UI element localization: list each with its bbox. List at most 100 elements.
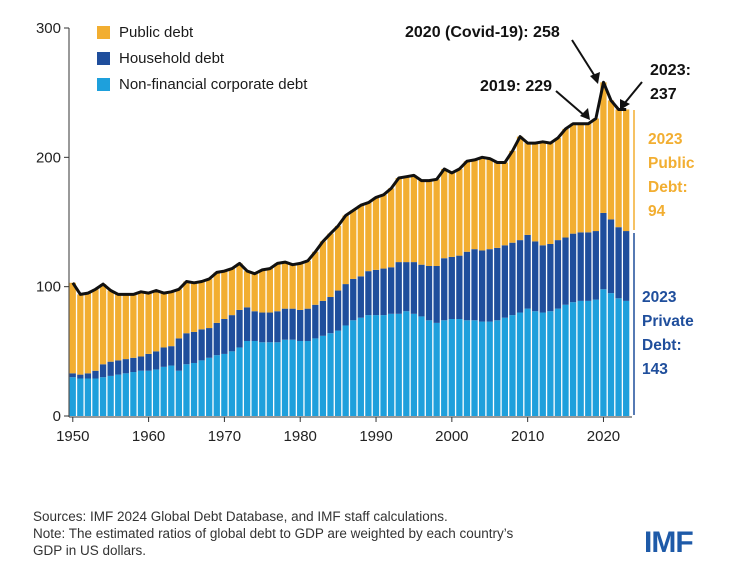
bar-household-debt-2001 [456, 255, 463, 319]
bar-household-debt-2019 [592, 231, 599, 300]
bar-public-debt-2020 [600, 82, 607, 213]
bar-public-debt-2016 [569, 123, 577, 234]
bar-public-debt-1970 [221, 271, 228, 319]
bar-public-debt-1956 [115, 294, 122, 361]
bar-household-debt-2017 [577, 232, 584, 301]
arrow-head-2020 [590, 72, 600, 84]
bar-non-financial-corporate-debt-2003 [471, 320, 478, 416]
bar-public-debt-2005 [486, 158, 493, 250]
imf-logo: IMF [644, 526, 694, 559]
annotation-arrows [555, 39, 643, 120]
y-tick-label: 0 [53, 408, 61, 425]
bar-non-financial-corporate-debt-2013 [547, 311, 554, 416]
bar-non-financial-corporate-debt-1981 [304, 340, 311, 416]
legend-item-public: Public debt [97, 24, 193, 41]
arrow-head-2023 [620, 99, 630, 110]
bar-non-financial-corporate-debt-1983 [319, 335, 327, 416]
bar-non-financial-corporate-debt-2002 [463, 320, 471, 416]
bar-household-debt-1976 [266, 312, 273, 343]
x-tick-label: 2020 [587, 428, 620, 445]
bar-public-debt-2003 [471, 159, 478, 250]
bar-household-debt-1997 [425, 265, 433, 321]
bar-non-financial-corporate-debt-1963 [168, 365, 175, 416]
bar-household-debt-1988 [357, 276, 364, 318]
bar-non-financial-corporate-debt-2001 [456, 319, 463, 416]
bar-public-debt-1999 [441, 168, 448, 259]
public-label-year: 2023 [648, 131, 683, 148]
bar-household-debt-1973 [243, 307, 251, 341]
bar-household-debt-2008 [509, 242, 516, 316]
bar-public-debt-2014 [554, 137, 562, 241]
bar-non-financial-corporate-debt-2011 [532, 311, 539, 416]
bar-public-debt-1981 [304, 260, 311, 309]
arrow-2023 [623, 81, 643, 105]
bar-household-debt-1996 [418, 264, 425, 317]
bar-public-debt-1966 [190, 282, 198, 332]
bar-non-financial-corporate-debt-1967 [198, 360, 205, 416]
bar-non-financial-corporate-debt-1955 [107, 375, 114, 416]
bar-non-financial-corporate-debt-2020 [600, 289, 607, 416]
bar-household-debt-1993 [395, 262, 402, 314]
bar-public-debt-1974 [251, 273, 258, 312]
private-label-debt: Debt: [642, 337, 682, 354]
bar-non-financial-corporate-debt-1980 [297, 340, 304, 416]
bar-public-debt-1955 [107, 290, 114, 362]
bar-household-debt-1982 [312, 304, 319, 339]
bar-non-financial-corporate-debt-1959 [137, 370, 145, 416]
bar-public-debt-1991 [380, 194, 387, 269]
annotation-2023-line1: 2023: [650, 62, 691, 79]
bar-household-debt-2020 [600, 212, 607, 290]
bar-household-debt-1991 [380, 268, 387, 316]
bar-public-debt-2000 [448, 172, 455, 257]
bar-non-financial-corporate-debt-1992 [388, 313, 395, 416]
bar-non-financial-corporate-debt-2000 [448, 319, 455, 416]
y-tick-label: 100 [36, 279, 61, 296]
bar-household-debt-1969 [213, 322, 220, 356]
bar-household-debt-2000 [448, 256, 455, 319]
legend-swatch-public [97, 26, 110, 39]
bar-household-debt-1964 [175, 338, 183, 371]
bar-group [69, 82, 630, 416]
bar-non-financial-corporate-debt-2010 [524, 308, 531, 416]
bar-non-financial-corporate-debt-1970 [221, 353, 228, 416]
bar-household-debt-2003 [471, 249, 478, 321]
bar-household-debt-2010 [524, 234, 531, 309]
bar-public-debt-1992 [388, 188, 395, 268]
bar-household-debt-2012 [539, 245, 546, 313]
bar-non-financial-corporate-debt-1969 [213, 355, 220, 416]
y-tick-label: 200 [36, 149, 61, 166]
bar-public-debt-1989 [365, 202, 372, 272]
footer-sources: Sources: IMF 2024 Global Debt Database, … [33, 509, 448, 524]
bar-non-financial-corporate-debt-2021 [607, 293, 615, 416]
bar-public-debt-1957 [122, 294, 129, 360]
bar-non-financial-corporate-debt-1989 [365, 315, 372, 416]
private-label-name: Private [642, 313, 694, 330]
bar-household-debt-1962 [160, 347, 167, 367]
y-tick-label: 300 [36, 20, 61, 37]
bar-household-debt-1956 [115, 360, 122, 375]
bar-public-debt-1963 [168, 291, 175, 347]
bar-non-financial-corporate-debt-1973 [243, 340, 251, 416]
bar-household-debt-1961 [152, 351, 160, 370]
bar-household-debt-1979 [289, 308, 296, 340]
bar-household-debt-1984 [327, 297, 334, 334]
bar-public-debt-1968 [206, 278, 213, 329]
bar-non-financial-corporate-debt-1952 [84, 378, 92, 416]
public-label-name: Public [648, 155, 695, 172]
private-debt-label: 2023 Private Debt: 143 [642, 286, 694, 382]
bar-non-financial-corporate-debt-1950 [69, 377, 76, 416]
bar-household-debt-1987 [350, 278, 357, 321]
bar-non-financial-corporate-debt-2007 [501, 317, 509, 416]
bar-public-debt-1993 [395, 178, 402, 263]
bar-public-debt-1973 [243, 271, 251, 308]
bar-household-debt-2014 [554, 240, 562, 309]
bar-non-financial-corporate-debt-1966 [190, 362, 198, 416]
bar-public-debt-1959 [137, 291, 145, 357]
bar-non-financial-corporate-debt-1961 [152, 369, 160, 416]
bar-non-financial-corporate-debt-1979 [289, 339, 296, 416]
bar-non-financial-corporate-debt-1987 [350, 320, 357, 416]
bar-non-financial-corporate-debt-1975 [259, 342, 266, 416]
annotation-2019: 2019: 229 [480, 78, 553, 95]
bar-household-debt-1977 [274, 311, 281, 343]
bar-non-financial-corporate-debt-2014 [554, 308, 562, 416]
